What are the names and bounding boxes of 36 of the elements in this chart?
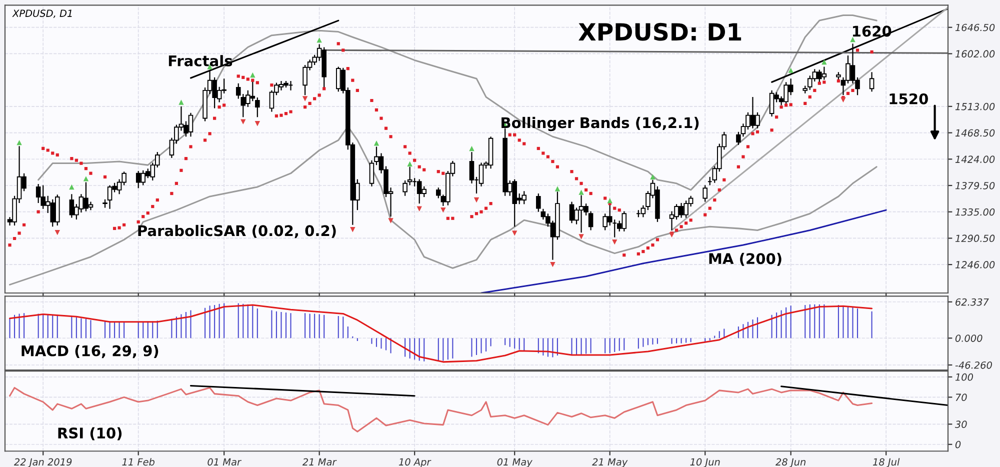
y-tick-label: 1335.00 [955, 208, 995, 216]
y-tick-label: 1424.00 [955, 156, 995, 163]
y-tick-label: 62.337 [956, 298, 989, 306]
y-tick-label: 0.000 [955, 334, 982, 342]
y-tick-label: 1602.00 [955, 50, 995, 58]
annotation: Fractals [168, 55, 232, 66]
y-tick-label: 70 [956, 394, 967, 402]
x-tick-label: 01 Mar [208, 458, 242, 466]
x-tick-label: 21 May [592, 458, 628, 467]
annotation: Bollinger Bands (16,2.1) [502, 116, 699, 132]
y-tick-label: 1379.50 [955, 182, 995, 190]
annotation: 1620 [852, 26, 892, 37]
x-tick-label: 28 Jun [776, 458, 806, 467]
y-tick-label: 1646.50 [955, 24, 995, 32]
chart-subtitle: XPDUSD, D1 [12, 10, 72, 18]
y-tick-label: 100 [955, 373, 974, 381]
y-tick-label: 1290.50 [955, 234, 995, 242]
x-tick-label: 10 Jun [690, 458, 720, 467]
x-tick-label: 10 Apr [398, 458, 432, 467]
annotation: 1520 [890, 93, 928, 104]
x-tick-label: 21 Mar [302, 458, 337, 466]
y-tick-label: 0 [955, 440, 961, 448]
x-tick-label: 18 Jul [872, 458, 900, 467]
annotation: ParabolicSAR (0.02, 0.2) [138, 224, 336, 238]
y-tick-label: -46.260 [955, 361, 992, 369]
text: XPDUSD: D1 [578, 22, 742, 41]
x-tick-label: 01 May [497, 458, 532, 467]
annotation: MACD (16, 29, 9) [22, 345, 158, 358]
y-tick-label: 1513.00 [955, 102, 995, 110]
x-tick-label: 11 Feb [122, 458, 154, 466]
y-tick-label: 1468.50 [955, 129, 995, 137]
y-tick-label: 30 [954, 420, 967, 428]
annotation: MA (200) [709, 252, 782, 266]
y-tick-label: 1246.00 [955, 261, 995, 268]
x-tick-label: 22 Jan 2019 [14, 458, 72, 467]
annotation: RSI (10) [58, 427, 122, 440]
